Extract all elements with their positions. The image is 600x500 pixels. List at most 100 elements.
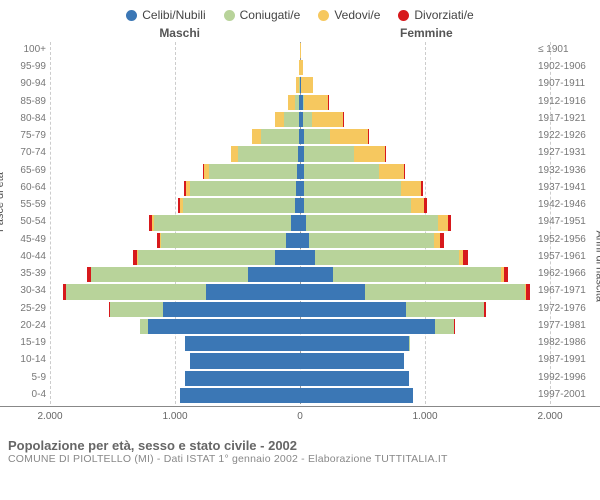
pyramid-row: 100+ ≤ 1901 [0,42,600,59]
legend-label: Divorziati/e [414,8,473,22]
pyramid-row: 25-29 1972-1976 [0,301,600,318]
bar-segment [300,371,409,386]
birth-year-label: 1977-1981 [538,320,594,331]
bar-segment [304,164,379,179]
bar-segment [275,250,300,265]
footer-subtitle: COMUNE DI PIOLTELLO (MI) - Dati ISTAT 1°… [8,453,592,465]
bar-segment [154,215,292,230]
bar-segment [440,233,444,248]
pyramid-row: 35-391962-1966 [0,266,600,283]
pyramid-row: 40-441957-1961 [0,249,600,266]
age-label: 85-89 [6,96,46,107]
bar-segment [330,129,368,144]
pyramid-row: 80-841917-1921 [0,111,600,128]
age-label: 45-49 [6,234,46,245]
bars-female [300,302,486,317]
bars-female [300,181,423,196]
bar-segment [411,198,425,213]
pyramid-row: 95-991902-1906 [0,59,600,76]
x-tick: 2.000 [37,411,62,422]
birth-year-label: 1912-1916 [538,96,594,107]
bars-female [300,60,303,75]
pyramid-row: 15-191982-1986 [0,335,600,352]
bar-segment [300,250,315,265]
bars-male [87,267,300,282]
bar-segment [448,215,452,230]
bars-male [178,198,300,213]
bar-segment [300,319,435,334]
bars-female [300,129,368,144]
legend-item: Coniugati/e [224,8,301,22]
bar-segment [300,353,404,368]
bar-segment [138,250,276,265]
x-tick: 0 [297,411,303,422]
bar-segment [304,198,410,213]
bars-male [185,371,300,386]
bar-segment [304,181,402,196]
bar-segment [333,267,502,282]
bar-segment [306,215,437,230]
bar-segment [385,146,386,161]
bar-segment [252,129,261,144]
bar-segment [248,267,301,282]
x-tick: 1.000 [162,411,187,422]
age-label: 65-69 [6,165,46,176]
pyramid-row: 50-541947-1951 [0,214,600,231]
age-label: 35-39 [6,268,46,279]
chart-footer: Popolazione per età, sesso e stato civil… [0,432,600,469]
bar-segment [209,164,297,179]
bars-male [157,233,301,248]
bar-segment [300,267,333,282]
age-label: 50-54 [6,216,46,227]
bars-male [252,129,300,144]
bar-segment [304,129,330,144]
bar-segment [206,284,300,299]
bar-segment [401,181,421,196]
bars-female [300,267,508,282]
bar-segment [300,284,365,299]
bars-female [300,353,404,368]
bar-segment [463,250,468,265]
bar-segment [435,319,454,334]
pyramid-row: 45-491952-1956 [0,232,600,249]
legend-item: Divorziati/e [398,8,473,22]
age-label: 100+ [6,44,46,55]
bars-male [203,164,300,179]
population-pyramid-chart: Celibi/NubiliConiugati/eVedovi/eDivorzia… [0,0,600,500]
header-male: Maschi [159,26,200,40]
bars-female [300,233,444,248]
pyramid-row: 65-691932-1936 [0,163,600,180]
bar-segment [504,267,509,282]
birth-year-label: 1917-1921 [538,113,594,124]
bar-segment [185,336,300,351]
bar-segment [484,302,486,317]
pyramid-row: 0-41997-2001 [0,387,600,404]
pyramid-row: 60-641937-1941 [0,180,600,197]
bar-segment [354,146,385,161]
birth-year-label: 1967-1971 [538,285,594,296]
bar-segment [300,60,303,75]
bars-male [149,215,300,230]
legend-swatch [224,10,235,21]
birth-year-label: 1997-2001 [538,389,594,400]
age-label: 25-29 [6,303,46,314]
bar-segment [91,267,247,282]
bar-segment [300,388,413,403]
bar-segment [300,302,406,317]
birth-year-label: ≤ 1901 [538,44,594,55]
birth-year-label: 1972-1976 [538,303,594,314]
bar-segment [161,233,286,248]
birth-year-label: 1927-1931 [538,147,594,158]
bar-segment [190,181,296,196]
age-label: 10-14 [6,354,46,365]
birth-year-label: 1902-1906 [538,61,594,72]
bars-male [275,112,300,127]
bar-segment [409,336,410,351]
bars-female [300,77,313,92]
column-headers: Maschi Femmine [0,26,600,42]
age-label: 75-79 [6,130,46,141]
bar-segment [368,129,369,144]
bar-segment [365,284,525,299]
bar-segment [301,77,313,92]
bars-female [300,388,413,403]
